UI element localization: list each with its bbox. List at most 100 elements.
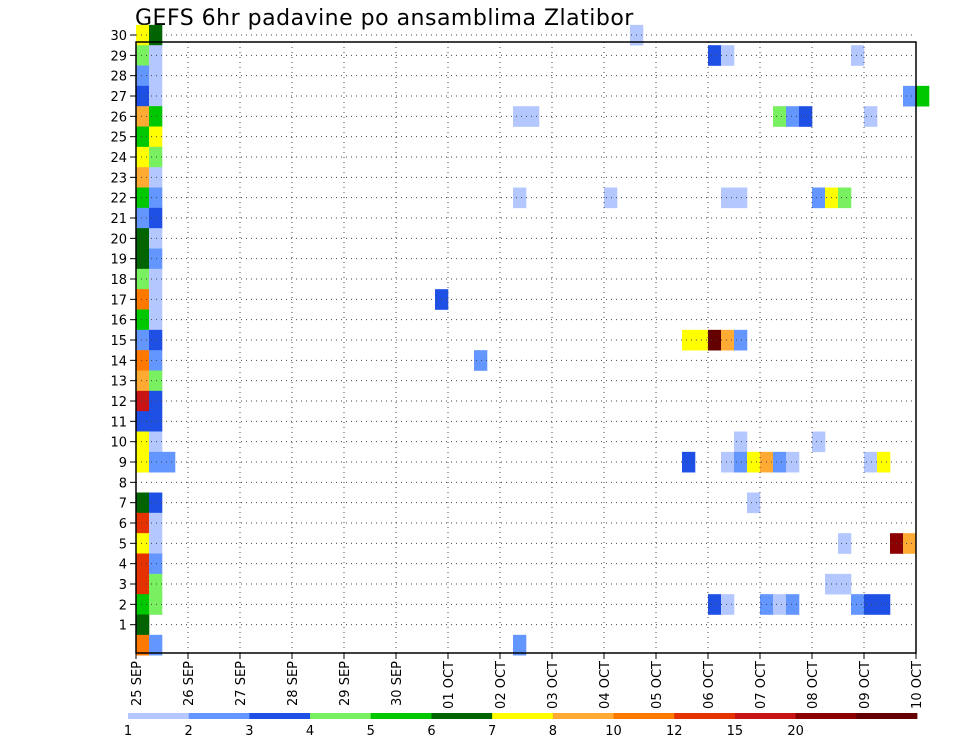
heatmap-cell (149, 553, 163, 575)
colorbar-segment (492, 713, 554, 719)
heatmap-cell (149, 309, 163, 331)
heatmap-cell (136, 85, 150, 107)
heatmap-cell (136, 390, 150, 412)
heatmap-cell (916, 85, 930, 107)
heatmap-cell (864, 594, 878, 615)
heatmap-cell (149, 207, 163, 229)
colorbar-label: 4 (306, 724, 314, 739)
heatmap-cell (149, 24, 163, 46)
heatmap-cell (721, 329, 735, 351)
heatmap-cell (721, 187, 735, 209)
x-tick-label: 25 SEP (130, 661, 145, 706)
x-tick-label: 29 SEP (338, 661, 353, 706)
y-tick-label: 16 (110, 314, 127, 329)
heatmap-cell (721, 45, 735, 66)
heatmap-cell (149, 390, 163, 412)
y-tick-label: 13 (110, 375, 127, 390)
heatmap-cell (851, 594, 865, 615)
heatmap-cell (513, 106, 527, 127)
colorbar-label: 15 (727, 724, 744, 739)
colorbar-segment (734, 713, 797, 719)
heatmap-cell (136, 126, 150, 148)
heatmap-cell (903, 85, 917, 107)
heatmap-cell (136, 370, 150, 392)
y-tick-label: 28 (110, 70, 127, 85)
heatmap-cell (708, 594, 722, 615)
colorbar-label: 1 (124, 724, 132, 739)
heatmap-cell (149, 533, 163, 554)
heatmap-cell (747, 451, 761, 473)
heatmap-cell (786, 451, 800, 473)
heatmap-cell (149, 146, 163, 168)
heatmap-cell (708, 45, 722, 66)
heatmap-cell (149, 370, 163, 392)
heatmap-cell (513, 634, 527, 656)
y-tick-label: 23 (110, 171, 127, 186)
heatmap-cell (149, 228, 163, 249)
heatmap-cell (773, 594, 787, 615)
heatmap-cell (149, 492, 163, 514)
heatmap-cell (136, 45, 150, 66)
x-tick-label: 28 SEP (286, 661, 301, 706)
heatmap-cell (136, 451, 150, 473)
colorbar-segment (674, 713, 736, 719)
y-tick-label: 5 (119, 537, 127, 552)
heatmap-cell (734, 187, 748, 209)
y-tick-label: 9 (119, 456, 127, 471)
heatmap-cell (136, 207, 150, 229)
colorbar-label: 20 (787, 724, 804, 739)
heatmap-cell (838, 533, 852, 554)
heatmap-cell (136, 167, 150, 188)
y-tick-label: 4 (119, 558, 127, 573)
heatmap-cell (799, 106, 813, 127)
heatmap-cell (136, 512, 150, 534)
colorbar-segment (310, 713, 372, 719)
heatmap-cell (136, 573, 150, 595)
heatmap-cell (136, 146, 150, 168)
y-tick-label: 24 (110, 151, 127, 166)
y-tick-label: 15 (110, 334, 127, 349)
heatmap-cell (136, 350, 150, 371)
y-tick-label: 20 (110, 232, 127, 247)
x-tick-label: 09 OCT (858, 661, 873, 709)
heatmap-cell (734, 329, 748, 351)
colorbar-segment (370, 713, 432, 719)
x-tick-label: 10 OCT (910, 661, 925, 709)
heatmap-cell (149, 451, 163, 473)
x-tick-label: 08 OCT (806, 661, 821, 709)
heatmap-cell (721, 451, 735, 473)
heatmap-cell (162, 451, 176, 473)
colorbar-segment (552, 713, 614, 719)
colorbar: 1 2 3 4 5 6 7 8 10 12 15 20 (124, 713, 918, 739)
colorbar-segment (795, 713, 857, 719)
heatmap-cell (604, 187, 618, 209)
y-tick-label: 18 (110, 273, 127, 288)
heatmap-cell (773, 106, 787, 127)
heatmap-cell (149, 634, 163, 656)
colorbar-label: 10 (605, 724, 622, 739)
heatmap-cell (734, 431, 748, 453)
x-tick-label: 03 OCT (546, 661, 561, 709)
y-tick-label: 2 (119, 598, 127, 613)
heatmap-cell (877, 594, 891, 615)
colorbar-label: 5 (367, 724, 375, 739)
x-axis-ticks: 25 SEP 26 SEP 27 SEP 28 SEP 29 SEP 30 SEP 01 O… (130, 653, 925, 709)
heatmap-cell (136, 187, 150, 209)
plot-frame (135, 41, 917, 654)
y-tick-label: 22 (110, 192, 127, 207)
x-tick-label: 06 OCT (702, 661, 717, 709)
colorbar-label: 6 (427, 724, 435, 739)
colorbar-segment (431, 713, 493, 719)
heatmap-cell (136, 431, 150, 453)
y-tick-label: 25 (110, 131, 127, 146)
heatmap-cell (136, 492, 150, 514)
heatmap-cell (149, 126, 163, 148)
heatmap-cell (474, 350, 488, 371)
heatmap-cell (149, 248, 163, 270)
heatmap-cell (136, 268, 150, 290)
heatmap-cell (682, 329, 696, 351)
heatmap-cell (149, 268, 163, 290)
heatmap-cell (812, 187, 826, 209)
heatmap-cell (734, 451, 748, 473)
